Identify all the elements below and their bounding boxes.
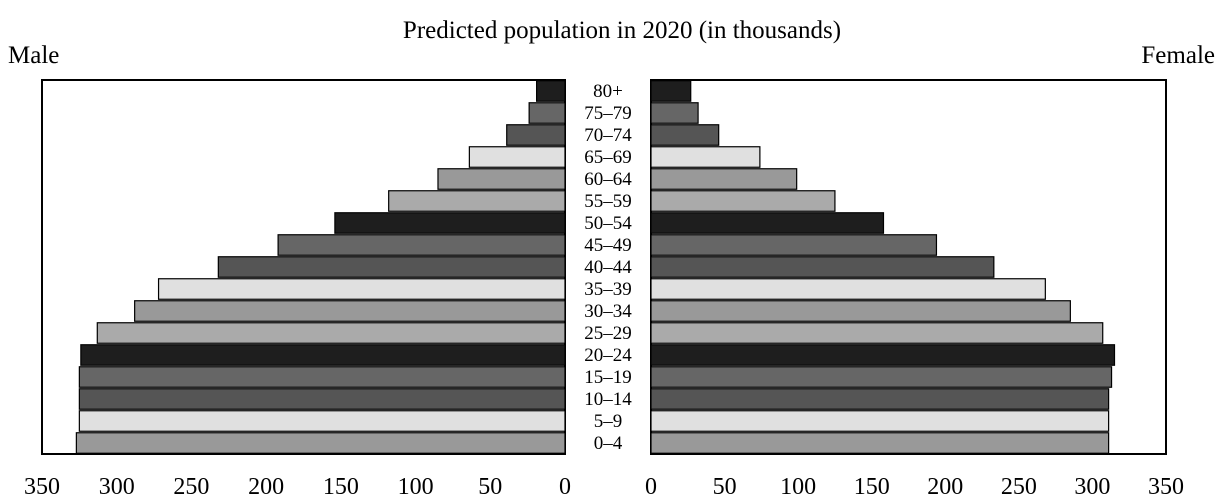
female-bar-80+ <box>650 80 692 102</box>
age-label: 65–69 <box>584 147 632 168</box>
age-label: 35–39 <box>584 279 632 300</box>
female-x-tick-label: 250 <box>1001 474 1037 500</box>
male-bar-65–69 <box>468 146 566 168</box>
chart-title: Predicted population in 2020 (in thousan… <box>403 17 841 44</box>
female-bar-0–4 <box>650 432 1110 454</box>
age-group-labels: 0–45–910–1415–1920–2425–2930–3435–3940–4… <box>584 81 632 454</box>
female-bar-20–24 <box>650 344 1116 366</box>
female-bar-75–79 <box>650 102 699 124</box>
male-bar-25–29 <box>96 322 566 344</box>
male-bar-45–49 <box>277 234 566 256</box>
female-side-label: Female <box>1141 42 1215 69</box>
male-x-tick-label: 100 <box>398 474 434 500</box>
male-bar-20–24 <box>80 344 566 366</box>
female-bar-55–59 <box>650 190 836 212</box>
age-label: 0–4 <box>594 433 623 454</box>
male-x-tick-label: 150 <box>323 474 359 500</box>
male-bar-30–34 <box>134 300 566 322</box>
male-x-tick-label: 200 <box>248 474 284 500</box>
male-panel: 350 300 250 200 150 100 50 0 <box>24 79 571 500</box>
female-bar-15–19 <box>650 366 1113 388</box>
female-x-tick-label: 100 <box>780 474 816 500</box>
age-label: 75–79 <box>584 103 632 124</box>
female-bar-50–54 <box>650 212 885 234</box>
male-x-tick-label: 350 <box>24 474 60 500</box>
male-x-tick-label: 250 <box>173 474 209 500</box>
female-x-tick-label: 150 <box>854 474 890 500</box>
male-bar-0–4 <box>75 432 566 454</box>
male-x-tick-label: 50 <box>478 474 502 500</box>
age-label: 10–14 <box>584 389 632 410</box>
male-bar-50–54 <box>334 212 566 234</box>
female-x-tick-label: 350 <box>1148 474 1184 500</box>
age-label: 50–54 <box>584 213 632 234</box>
female-bar-65–69 <box>650 146 761 168</box>
age-label: 5–9 <box>594 411 623 432</box>
male-bar-5–9 <box>78 410 566 432</box>
age-label: 60–64 <box>584 169 632 190</box>
male-bar-55–59 <box>388 190 566 212</box>
female-bar-5–9 <box>650 410 1110 432</box>
female-x-tick-label: 0 <box>645 474 657 500</box>
female-bar-70–74 <box>650 124 720 146</box>
age-label: 20–24 <box>584 345 632 366</box>
male-bar-35–39 <box>157 278 566 300</box>
male-x-tick-label: 300 <box>99 474 135 500</box>
male-bar-10–14 <box>78 388 566 410</box>
female-bar-30–34 <box>650 300 1071 322</box>
female-bar-45–49 <box>650 234 938 256</box>
age-label: 45–49 <box>584 235 632 256</box>
age-label: 15–19 <box>584 367 632 388</box>
female-bar-25–29 <box>650 322 1104 344</box>
age-label: 40–44 <box>584 257 632 278</box>
male-bar-60–64 <box>437 168 566 190</box>
female-bar-35–39 <box>650 278 1046 300</box>
male-side-label: Male <box>8 42 59 69</box>
male-bar-15–19 <box>78 366 566 388</box>
female-bar-60–64 <box>650 168 798 190</box>
male-bar-40–44 <box>217 256 566 278</box>
male-bar-80+ <box>536 80 566 102</box>
male-x-tick-label: 0 <box>559 474 571 500</box>
female-bar-40–44 <box>650 256 995 278</box>
male-bar-70–74 <box>506 124 566 146</box>
age-label: 30–34 <box>584 301 632 322</box>
female-x-tick-label: 300 <box>1074 474 1110 500</box>
female-x-tick-label: 50 <box>713 474 737 500</box>
male-bar-75–79 <box>528 102 566 124</box>
female-bar-10–14 <box>650 388 1110 410</box>
age-label: 70–74 <box>584 125 632 146</box>
age-label: 25–29 <box>584 323 632 344</box>
female-x-tick-label: 200 <box>927 474 963 500</box>
age-label: 80+ <box>593 81 623 102</box>
female-panel: 350 300 250 200 150 100 50 0 <box>645 79 1184 500</box>
age-label: 55–59 <box>584 191 632 212</box>
